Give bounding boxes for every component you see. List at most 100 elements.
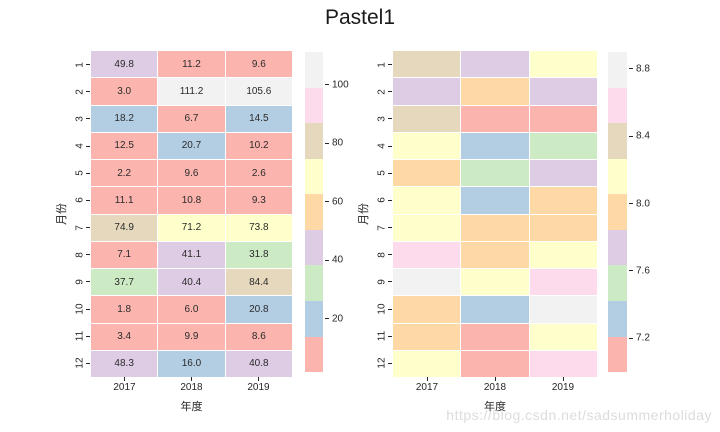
colorbar-segment bbox=[305, 300, 323, 337]
heatmap-cell bbox=[393, 160, 461, 187]
heatmap-cell: 16.0 bbox=[158, 350, 225, 377]
row-tick-label: 6 bbox=[74, 197, 86, 204]
y-axis-label: 月份 bbox=[56, 203, 68, 225]
colorbar-tick-label: 8.8 bbox=[636, 63, 650, 75]
heatmap-cell: 10.2 bbox=[225, 132, 292, 159]
heatmap-cell: 10.8 bbox=[158, 187, 225, 214]
colorbar-segment bbox=[305, 265, 323, 301]
x-tick-mark bbox=[494, 377, 496, 381]
row-tick-label: 4 bbox=[376, 143, 388, 149]
colorbar bbox=[305, 52, 323, 373]
y-tick-mark bbox=[86, 362, 90, 364]
col-tick-label: 2018 bbox=[483, 382, 507, 393]
col-tick-label: 2018 bbox=[180, 382, 203, 393]
heatmap-cell: 9.3 bbox=[225, 187, 292, 214]
cell-value: 9.3 bbox=[251, 194, 266, 206]
heatmap-cell bbox=[393, 78, 461, 105]
row-tick-label: 7 bbox=[74, 224, 86, 231]
y-tick-mark bbox=[86, 308, 90, 310]
heatmap-cell bbox=[461, 350, 529, 377]
x-tick-mark bbox=[124, 377, 125, 381]
heatmap-cell: 7.1 bbox=[91, 241, 158, 268]
cell-value: 1.8 bbox=[117, 303, 132, 315]
col-tick-label: 2019 bbox=[551, 382, 575, 393]
y-tick-mark bbox=[388, 281, 392, 283]
heatmap-cell: 18.2 bbox=[91, 105, 158, 132]
cell-value: 20.7 bbox=[181, 140, 202, 152]
colorbar-segment bbox=[608, 194, 627, 230]
col-tick-label: 2017 bbox=[415, 382, 439, 393]
y-tick-mark bbox=[86, 145, 90, 147]
heatmap-cell bbox=[529, 160, 597, 187]
heatmap-cell: 105.6 bbox=[225, 78, 292, 105]
heatmap-cell: 9.6 bbox=[225, 51, 292, 78]
row-tick-label: 4 bbox=[74, 143, 86, 149]
y-tick-mark bbox=[86, 91, 90, 93]
cell-value: 2.2 bbox=[117, 167, 132, 179]
heatmap-grid bbox=[393, 51, 597, 377]
heatmap-cell: 6.0 bbox=[158, 296, 225, 323]
heatmap-cell bbox=[393, 350, 461, 377]
heatmap-cell bbox=[529, 187, 597, 214]
colorbar-segment bbox=[608, 265, 627, 301]
colorbar-segment bbox=[305, 158, 323, 195]
cell-value: 9.6 bbox=[251, 58, 266, 70]
cell-value: 71.2 bbox=[181, 222, 202, 234]
cell-value: 18.2 bbox=[114, 113, 134, 125]
row-tick-label: 9 bbox=[376, 279, 388, 285]
cell-value: 12.5 bbox=[114, 140, 134, 152]
row-tick-label: 7 bbox=[376, 224, 388, 231]
cell-value: 31.8 bbox=[249, 249, 269, 261]
y-tick-mark bbox=[86, 199, 90, 201]
cell-value: 11.2 bbox=[182, 58, 201, 70]
colorbar-tick-label: 7.2 bbox=[636, 332, 650, 344]
heatmap-cell bbox=[529, 132, 597, 159]
y-tick-mark bbox=[388, 91, 392, 93]
y-tick-mark bbox=[388, 308, 392, 310]
chart-title: Pastel1 bbox=[324, 6, 396, 29]
colorbar-tick-label: 80 bbox=[332, 137, 344, 149]
heatmap-cell: 3.0 bbox=[91, 78, 158, 105]
cell-value: 3.0 bbox=[117, 85, 132, 97]
y-tick-mark bbox=[86, 254, 90, 256]
colorbar-tick-mark bbox=[629, 270, 633, 272]
cell-value: 37.7 bbox=[114, 276, 134, 288]
y-tick-mark bbox=[388, 145, 392, 147]
cell-value: 9.9 bbox=[184, 331, 199, 343]
cell-value: 40.8 bbox=[249, 358, 269, 370]
heatmap-cell: 1.8 bbox=[91, 296, 158, 323]
cell-value: 20.8 bbox=[249, 303, 269, 315]
heatmap-cell bbox=[461, 160, 529, 187]
row-tick-label: 12 bbox=[376, 357, 388, 369]
y-tick-mark bbox=[388, 227, 392, 229]
row-tick-label: 8 bbox=[74, 251, 86, 258]
heatmap-cell: 40.4 bbox=[158, 269, 225, 296]
cell-value: 6.7 bbox=[184, 113, 199, 125]
col-tick-label: 2017 bbox=[113, 382, 136, 393]
cell-value: 2.6 bbox=[251, 167, 266, 179]
row-tick-label: 5 bbox=[376, 170, 388, 177]
heatmap-cell: 3.4 bbox=[91, 323, 158, 350]
cell-value: 6.0 bbox=[184, 303, 199, 315]
y-tick-mark bbox=[388, 362, 392, 364]
cell-value: 73.8 bbox=[249, 222, 269, 234]
row-tick-label: 8 bbox=[376, 251, 388, 258]
colorbar-segment bbox=[608, 123, 627, 159]
heatmap-cell: 12.5 bbox=[91, 132, 158, 159]
colorbar-tick-label: 8.0 bbox=[636, 198, 650, 210]
y-axis-label: 月份 bbox=[358, 203, 370, 225]
colorbar-segment bbox=[305, 336, 323, 373]
cell-value: 40.4 bbox=[181, 276, 202, 288]
colorbar-tick-mark bbox=[629, 203, 633, 205]
heatmap-cell bbox=[529, 269, 597, 296]
colorbar-tick-mark bbox=[629, 337, 633, 339]
heatmap-cell: 111.2 bbox=[158, 78, 225, 105]
heatmap-cell: 6.7 bbox=[158, 105, 225, 132]
heatmap-cell bbox=[393, 296, 461, 323]
y-tick-mark bbox=[388, 64, 392, 66]
row-tick-label: 2 bbox=[376, 88, 388, 95]
heatmap-cell bbox=[529, 214, 597, 241]
heatmap-cell bbox=[461, 214, 529, 241]
colorbar-tick-label: 100 bbox=[332, 79, 349, 91]
row-tick-label: 11 bbox=[74, 331, 86, 342]
